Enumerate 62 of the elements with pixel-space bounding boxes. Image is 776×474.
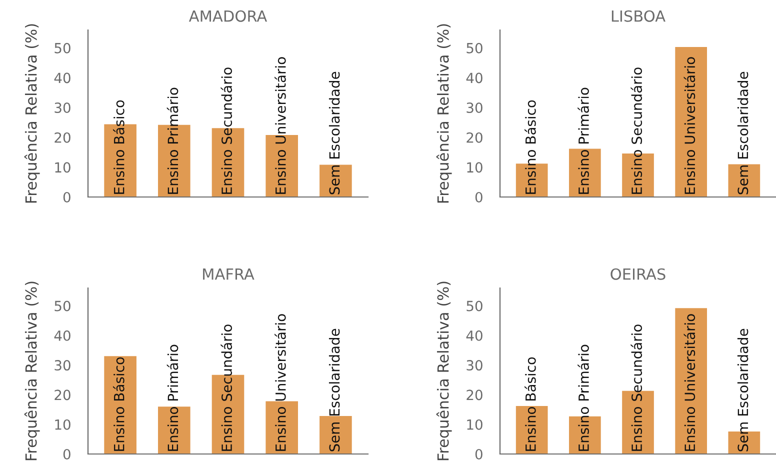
bar: [569, 148, 601, 197]
bar: [728, 164, 760, 197]
bar: [266, 401, 298, 454]
x-tick-label: Ensino Básico: [113, 357, 124, 451]
y-tick-label: 20: [54, 132, 70, 143]
bar: [320, 416, 352, 454]
y-tick-label: 50: [466, 300, 482, 312]
x-tick-label: Ensino Universitário: [684, 314, 696, 451]
x-tick-label: Ensino Primário: [166, 344, 178, 451]
y-tick-label: 0: [475, 192, 482, 202]
x-tick-label: Ensino Primário: [578, 344, 589, 451]
x-tick-label: Ensino Universitário: [684, 57, 696, 194]
x-tick-label: Sem Escolaridade: [328, 328, 340, 452]
x-tick-label: Ensino Secundário: [220, 68, 232, 194]
x-tick-label: Ensino Universitário: [274, 57, 286, 194]
y-axis-title: Frequência Relativa (%): [24, 24, 40, 203]
bar: [104, 356, 136, 454]
x-tick-label: Sem Escolaridade: [737, 328, 748, 452]
x-tick-label: Ensino Básico: [113, 100, 124, 194]
x-tick-label: Ensino Secundário: [220, 324, 232, 451]
bar: [320, 164, 352, 197]
y-tick-label: 50: [54, 300, 70, 312]
y-tick-label: 50: [466, 42, 482, 54]
y-tick-label: 20: [54, 390, 70, 400]
y-tick-label: 40: [466, 330, 482, 341]
bar: [158, 406, 190, 454]
chart-title: MAFRA: [203, 268, 254, 280]
y-axis-title: Frequência Relativa (%): [24, 282, 40, 460]
x-tick-label: Sem Escolaridade: [328, 72, 340, 194]
y-tick-label: 0: [63, 448, 70, 460]
x-tick-label: Ensino Básico: [524, 357, 536, 451]
y-tick-label: 10: [467, 162, 482, 173]
y-tick-label: 30: [54, 102, 70, 114]
y-tick-label: 40: [54, 330, 70, 341]
bar: [675, 47, 707, 197]
chart-title: AMADORA: [188, 10, 268, 22]
chart-title: OEIRAS: [610, 268, 666, 280]
y-tick-label: 10: [55, 162, 70, 173]
x-tick-label: Ensino Universitário: [274, 314, 286, 451]
y-tick-label: 40: [54, 72, 70, 84]
y-tick-label: 10: [55, 419, 70, 430]
x-tick-label: Ensino Básico: [524, 100, 536, 194]
y-tick-label: 30: [466, 360, 482, 371]
y-tick-label: 30: [466, 102, 482, 114]
y-tick-label: 0: [475, 448, 482, 460]
y-tick-label: 0: [63, 192, 70, 202]
y-tick-label: 20: [466, 390, 482, 400]
y-axis-title: Frequência Relativa (%): [436, 282, 452, 460]
chart-title: LISBOA: [612, 10, 666, 22]
y-tick-label: 40: [466, 72, 482, 84]
x-tick-label: Ensino Primário: [166, 88, 178, 194]
y-axis-title: Frequência Relativa (%): [436, 24, 452, 203]
x-tick-label: Sem Escolaridade: [737, 72, 748, 194]
y-tick-label: 10: [467, 419, 482, 430]
bar: [516, 406, 548, 454]
x-tick-label: Ensino Secundário: [630, 324, 642, 451]
y-tick-label: 30: [54, 360, 70, 371]
bar: [675, 308, 707, 454]
x-tick-label: Ensino Primário: [578, 88, 589, 194]
y-tick-label: 50: [54, 42, 70, 54]
y-tick-label: 20: [466, 132, 482, 143]
x-tick-label: Ensino Secundário: [630, 68, 642, 194]
